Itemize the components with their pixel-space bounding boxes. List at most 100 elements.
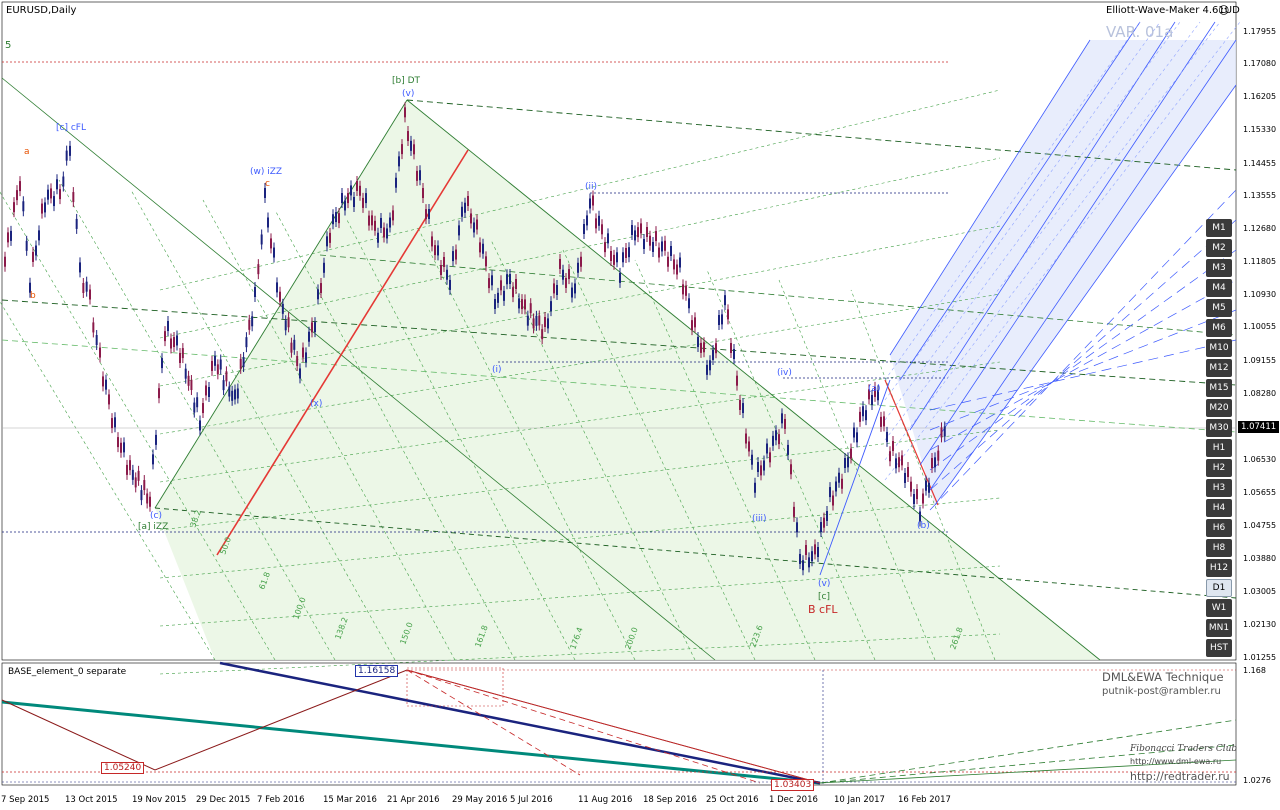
candle-body: [362, 197, 364, 208]
timeframe-button-m15[interactable]: M15: [1206, 379, 1232, 397]
timeframe-button-m5[interactable]: M5: [1206, 299, 1232, 317]
candle-body: [736, 375, 738, 386]
candle-body: [296, 356, 299, 367]
candle-body: [431, 236, 433, 247]
subwindow-frame: [1, 662, 1237, 786]
timeframe-button-h12[interactable]: H12: [1206, 559, 1232, 577]
price-tick-label: 1.17955: [1243, 27, 1277, 36]
candle-body: [500, 280, 502, 291]
candle-body: [838, 472, 840, 483]
channel-border: [406, 99, 1101, 661]
candle-body: [38, 230, 40, 241]
candle-body: [473, 222, 475, 233]
candle-body: [425, 209, 427, 220]
candle-body: [631, 225, 633, 236]
timeframe-button-m6[interactable]: M6: [1206, 319, 1232, 337]
wave-label: (w) iZZ: [250, 167, 282, 177]
candle-body: [251, 316, 254, 327]
candle-body: [305, 352, 307, 363]
projection-line: [889, 39, 1091, 356]
timeframe-button-m12[interactable]: M12: [1206, 359, 1232, 377]
candle-body: [550, 301, 552, 312]
candle-body: [59, 189, 61, 200]
timeframe-button-m1[interactable]: M1: [1206, 219, 1232, 237]
candle-body: [491, 275, 493, 286]
timeframe-button-m30[interactable]: M30: [1206, 419, 1232, 437]
timeframe-button-hst[interactable]: HST: [1206, 639, 1232, 657]
price-tick-label: 1.04755: [1243, 521, 1277, 530]
candle-body: [592, 195, 594, 206]
candle-body: [19, 181, 21, 192]
candle-body: [99, 347, 101, 358]
candle-body: [688, 298, 690, 309]
timeframe-button-h1[interactable]: H1: [1206, 439, 1232, 457]
candle-body: [398, 156, 400, 167]
timeframe-button-mn1[interactable]: MN1: [1206, 619, 1232, 637]
wave-label: (b): [917, 521, 930, 531]
fib-grid-line: [58, 179, 336, 661]
timeframe-button-m3[interactable]: M3: [1206, 259, 1232, 277]
candle-body: [868, 389, 870, 400]
candle-body: [41, 203, 43, 214]
candle-body: [640, 223, 642, 234]
candle-body: [796, 522, 798, 533]
candle-body: [184, 368, 187, 379]
timeframe-button-m10[interactable]: M10: [1206, 339, 1232, 357]
candle-body: [72, 192, 75, 203]
candle-body: [392, 210, 394, 221]
candle-body: [775, 430, 777, 441]
candle-body: [664, 240, 666, 251]
candle-body: [371, 215, 373, 226]
price-tick-label: 1.15330: [1243, 125, 1277, 134]
candle-body: [733, 349, 735, 360]
candle-body: [724, 295, 726, 306]
candle-body: [814, 544, 816, 555]
timeframe-button-m2[interactable]: M2: [1206, 239, 1232, 257]
timeframe-button-h6[interactable]: H6: [1206, 519, 1232, 537]
red-fan-line: [406, 669, 581, 776]
candle-body: [50, 188, 52, 199]
candle-body: [146, 493, 149, 504]
candle-body: [467, 195, 469, 206]
wave-label: (v): [402, 89, 414, 99]
date-tick-label: 21 Apr 2016: [387, 795, 440, 805]
candle-body: [216, 364, 219, 375]
candle-body: [335, 212, 337, 223]
timeframe-button-w1[interactable]: W1: [1206, 599, 1232, 617]
subwindow-lines: [1, 661, 1237, 785]
candle-body: [643, 238, 645, 249]
candle-body: [841, 478, 843, 489]
green-channel-area: [155, 100, 1100, 660]
projection-dashed: [929, 219, 1237, 491]
fib-grid-line: [159, 225, 1001, 387]
candle-body: [383, 227, 385, 238]
candle-body: [658, 247, 660, 258]
candle-body: [190, 380, 193, 391]
projection-line: [909, 21, 1176, 431]
candle-body: [667, 256, 669, 267]
candle-body: [532, 318, 535, 329]
candle-body: [111, 418, 113, 429]
wave-label: (a): [868, 384, 881, 394]
candle-body: [137, 470, 140, 481]
candle-body: [264, 187, 266, 198]
timeframe-button-m4[interactable]: M4: [1206, 279, 1232, 297]
projection-dashed: [929, 279, 1237, 451]
timeframe-button-h8[interactable]: H8: [1206, 539, 1232, 557]
timeframe-panel: M1 M2 M3 M4 M5 M6 M10 M12 M15 M20 M30 H1 H2 H3 H4 H6 H8 H…: [1206, 219, 1232, 659]
timeframe-button-m20[interactable]: M20: [1206, 399, 1232, 417]
price-tick-label: 1.10930: [1243, 290, 1277, 299]
timeframe-button-d1[interactable]: D1: [1206, 579, 1232, 597]
redtrader-link[interactable]: http://redtrader.ru: [1130, 770, 1230, 783]
timeframe-button-h2[interactable]: H2: [1206, 459, 1232, 477]
timeframe-button-h3[interactable]: H3: [1206, 479, 1232, 497]
candle-body: [535, 315, 538, 326]
candle-body: [583, 224, 585, 235]
candle-body: [102, 376, 104, 387]
fib-grid-line: [0, 191, 276, 661]
candle-body: [904, 472, 906, 483]
timeframe-button-h4[interactable]: H4: [1206, 499, 1232, 517]
candle-body: [222, 380, 225, 391]
